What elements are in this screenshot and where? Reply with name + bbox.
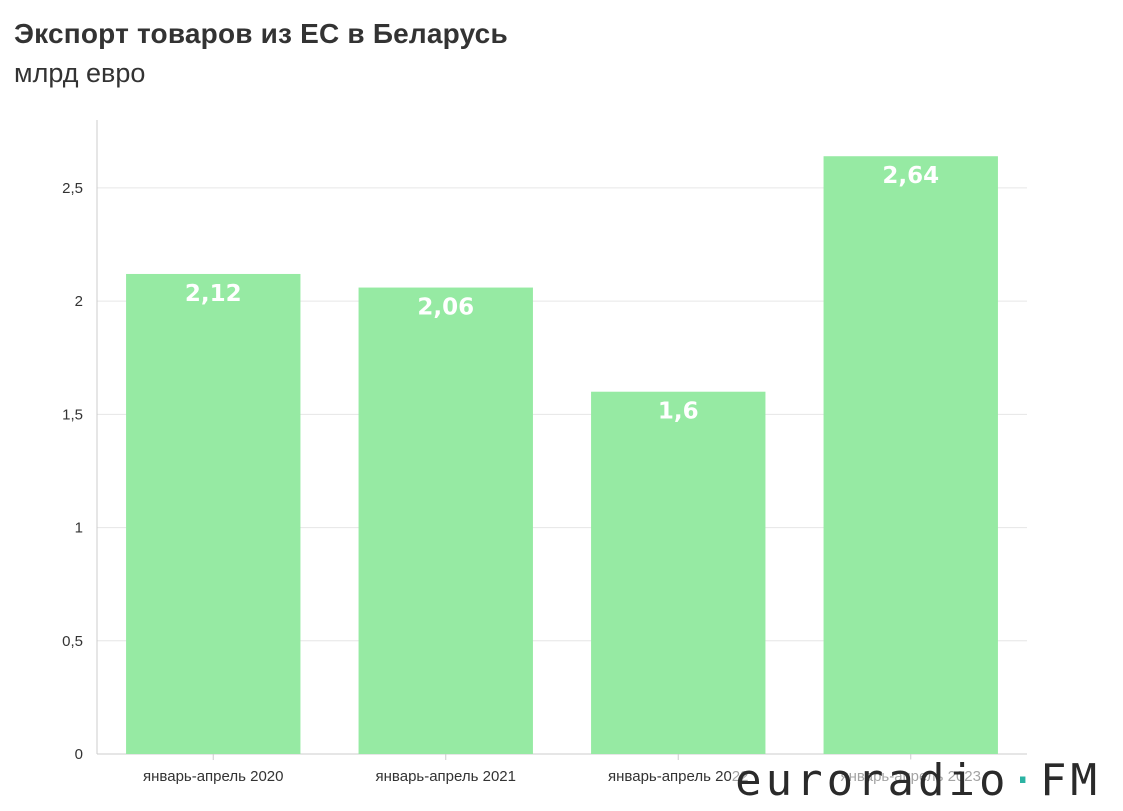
euroradio-logo: euroradio·FM [731,759,1105,803]
bar [591,391,766,754]
chart-subtitle: млрд евро [14,58,146,88]
y-tick-label: 2 [75,293,83,310]
bar [358,287,533,754]
logo-dot: · [1009,755,1041,806]
bar [823,156,998,754]
bar-value-label: 2,12 [185,281,242,307]
y-tick-label: 0,5 [62,633,83,650]
y-tick-label: 1,5 [62,406,83,423]
y-tick-label: 2,5 [62,180,83,197]
y-tick-label: 1 [75,520,83,537]
x-tick-label: январь-апрель 2021 [376,768,516,785]
y-tick-label: 0 [75,746,83,763]
chart-title: Экспорт товаров из ЕС в Беларусь [14,18,508,49]
logo-brand-text: euroradio [735,755,1010,806]
bar-value-label: 2,64 [882,163,939,189]
x-tick-label: январь-апрель 2022 [608,768,748,785]
bar [126,273,301,754]
logo-tld-text: FM [1040,755,1101,806]
bar-value-label: 2,06 [417,295,474,321]
bar-value-label: 1,6 [658,399,699,425]
x-tick-label: январь-апрель 2020 [143,768,283,785]
bars [126,156,998,754]
